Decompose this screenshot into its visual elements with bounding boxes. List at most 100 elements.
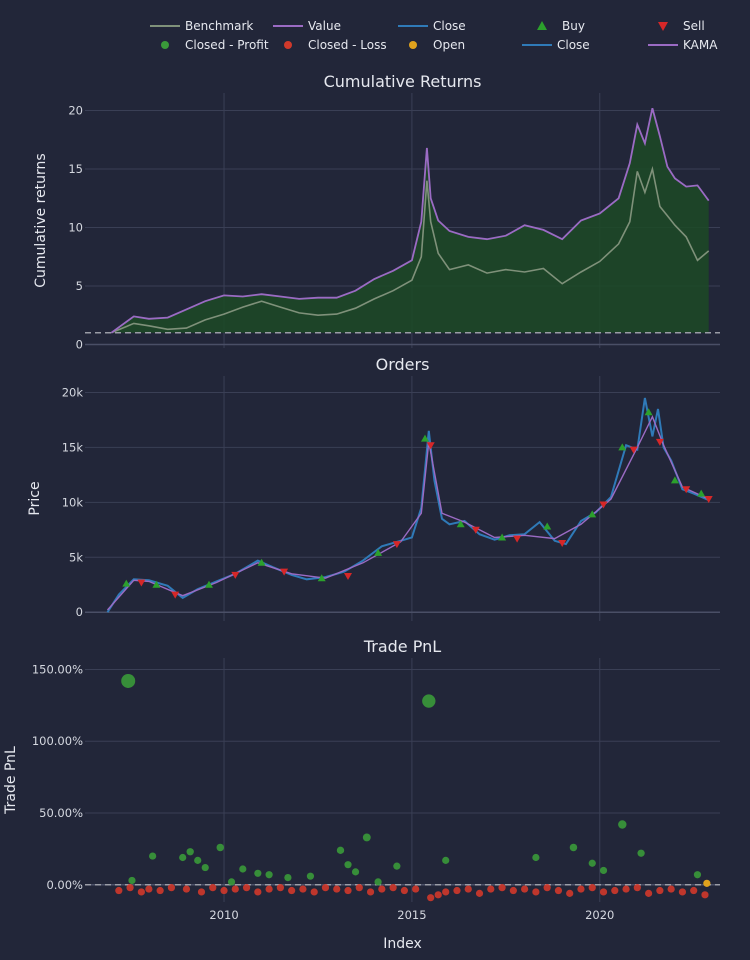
legend-swatch-triangle-down xyxy=(658,22,668,31)
profit-point xyxy=(336,846,345,855)
profit-point xyxy=(442,856,450,864)
loss-point xyxy=(167,884,176,892)
loss-point xyxy=(126,884,134,892)
loss-point xyxy=(209,884,217,892)
sell-marker xyxy=(513,535,522,543)
legend[interactable]: Benchmark Value Close Buy Sell Closed - Profi… xyxy=(150,19,718,52)
loss-point xyxy=(521,885,529,893)
y-tick-label: 20 xyxy=(68,104,83,118)
loss-point xyxy=(509,886,517,895)
kama-line xyxy=(106,414,709,611)
loss-point xyxy=(231,885,239,893)
open-point xyxy=(703,879,711,887)
profit-point xyxy=(422,694,436,708)
profit-point xyxy=(351,868,360,876)
buy-marker xyxy=(697,489,706,497)
legend-swatch-dot xyxy=(161,41,169,49)
buy-marker xyxy=(257,558,266,566)
legend-item-open[interactable]: Open xyxy=(409,38,465,52)
legend-item-value[interactable]: Value xyxy=(273,19,341,33)
loss-point xyxy=(498,884,506,892)
buy-marker xyxy=(456,520,465,528)
legend-item-closed-profit[interactable]: Closed - Profit xyxy=(161,38,269,52)
sell-marker xyxy=(344,573,352,580)
loss-point xyxy=(321,884,330,892)
loss-point xyxy=(220,886,228,895)
loss-point xyxy=(611,886,619,895)
sell-marker xyxy=(392,541,401,549)
loss-point xyxy=(566,889,574,897)
legend-item-closed-loss[interactable]: Closed - Loss xyxy=(284,38,387,52)
legend-label: Sell xyxy=(683,19,705,33)
buy-marker xyxy=(498,533,507,541)
loss-point xyxy=(453,886,461,895)
value-fill-area xyxy=(111,108,709,333)
profit-point xyxy=(569,843,578,852)
legend-item-close[interactable]: Close xyxy=(522,38,590,52)
trade-pnl-panel: 0.00% 50.00% 100.00% 150.00% 2010 2015 2020 Tra… xyxy=(3,637,720,952)
y-tick-label: 10k xyxy=(62,495,84,509)
legend-label: KAMA xyxy=(683,38,718,52)
y-tick-label: 0 xyxy=(76,605,83,619)
panel-title: Trade PnL xyxy=(363,637,441,656)
legend-item-benchmark[interactable]: Benchmark xyxy=(150,19,253,33)
y-tick-label: 15k xyxy=(62,440,84,454)
sell-marker xyxy=(231,571,240,579)
buy-marker xyxy=(421,434,429,442)
loss-point xyxy=(701,891,709,899)
y-tick-label: 0 xyxy=(76,337,83,351)
loss-point xyxy=(554,886,563,895)
profit-point xyxy=(239,865,247,873)
profit-point xyxy=(588,859,596,867)
orders-panel: 0 5k 10k 15k 20k Orders Price xyxy=(27,355,720,621)
sell-marker xyxy=(655,438,664,446)
loss-point xyxy=(299,885,307,893)
loss-point xyxy=(464,885,472,893)
grid xyxy=(85,376,720,621)
sell-marker xyxy=(682,486,691,494)
buy-marker xyxy=(122,579,131,587)
profit-point xyxy=(306,872,315,880)
profit-point xyxy=(179,853,187,862)
legend-label: Close xyxy=(433,19,466,33)
grid xyxy=(85,658,720,902)
y-axis-label: Price xyxy=(27,481,43,515)
loss-point xyxy=(532,888,540,896)
loss-point xyxy=(633,884,641,892)
sell-marker xyxy=(137,579,146,587)
legend-label: Close xyxy=(557,38,590,52)
profit-point xyxy=(128,876,136,885)
profit-point xyxy=(532,853,540,862)
buy-marker xyxy=(543,522,552,530)
loss-point xyxy=(667,885,675,893)
legend-item-close[interactable]: Close xyxy=(398,19,466,33)
loss-point xyxy=(656,886,664,895)
buy-marker xyxy=(374,548,383,556)
profit-point xyxy=(618,820,627,829)
sell-marker xyxy=(171,591,180,599)
loss-point xyxy=(434,891,442,899)
loss-point xyxy=(265,885,273,893)
legend-item-kama[interactable]: KAMA xyxy=(648,38,718,52)
profit-point xyxy=(121,673,136,688)
loss-point xyxy=(197,888,206,896)
buy-marker xyxy=(152,580,161,588)
legend-item-sell[interactable]: Sell xyxy=(658,19,705,33)
y-axis-label: Trade PnL xyxy=(3,746,19,815)
cumulative-returns-panel: 0 5 10 15 20 Cumulative Returns Cumulative ret… xyxy=(33,72,720,351)
legend-item-buy[interactable]: Buy xyxy=(537,19,585,33)
sell-marker xyxy=(599,501,608,509)
loss-point xyxy=(678,888,687,896)
profit-point xyxy=(227,878,236,886)
close-price-line xyxy=(106,397,710,613)
loss-point xyxy=(156,886,164,895)
loss-point xyxy=(599,888,608,896)
buy-marker xyxy=(317,574,326,582)
buy-marker xyxy=(205,580,213,588)
loss-point xyxy=(412,885,420,893)
x-tick-label: 2020 xyxy=(585,908,614,922)
buy-marker xyxy=(670,476,679,484)
legend-label: Closed - Profit xyxy=(185,38,269,52)
y-axis-label: Cumulative returns xyxy=(33,153,49,287)
